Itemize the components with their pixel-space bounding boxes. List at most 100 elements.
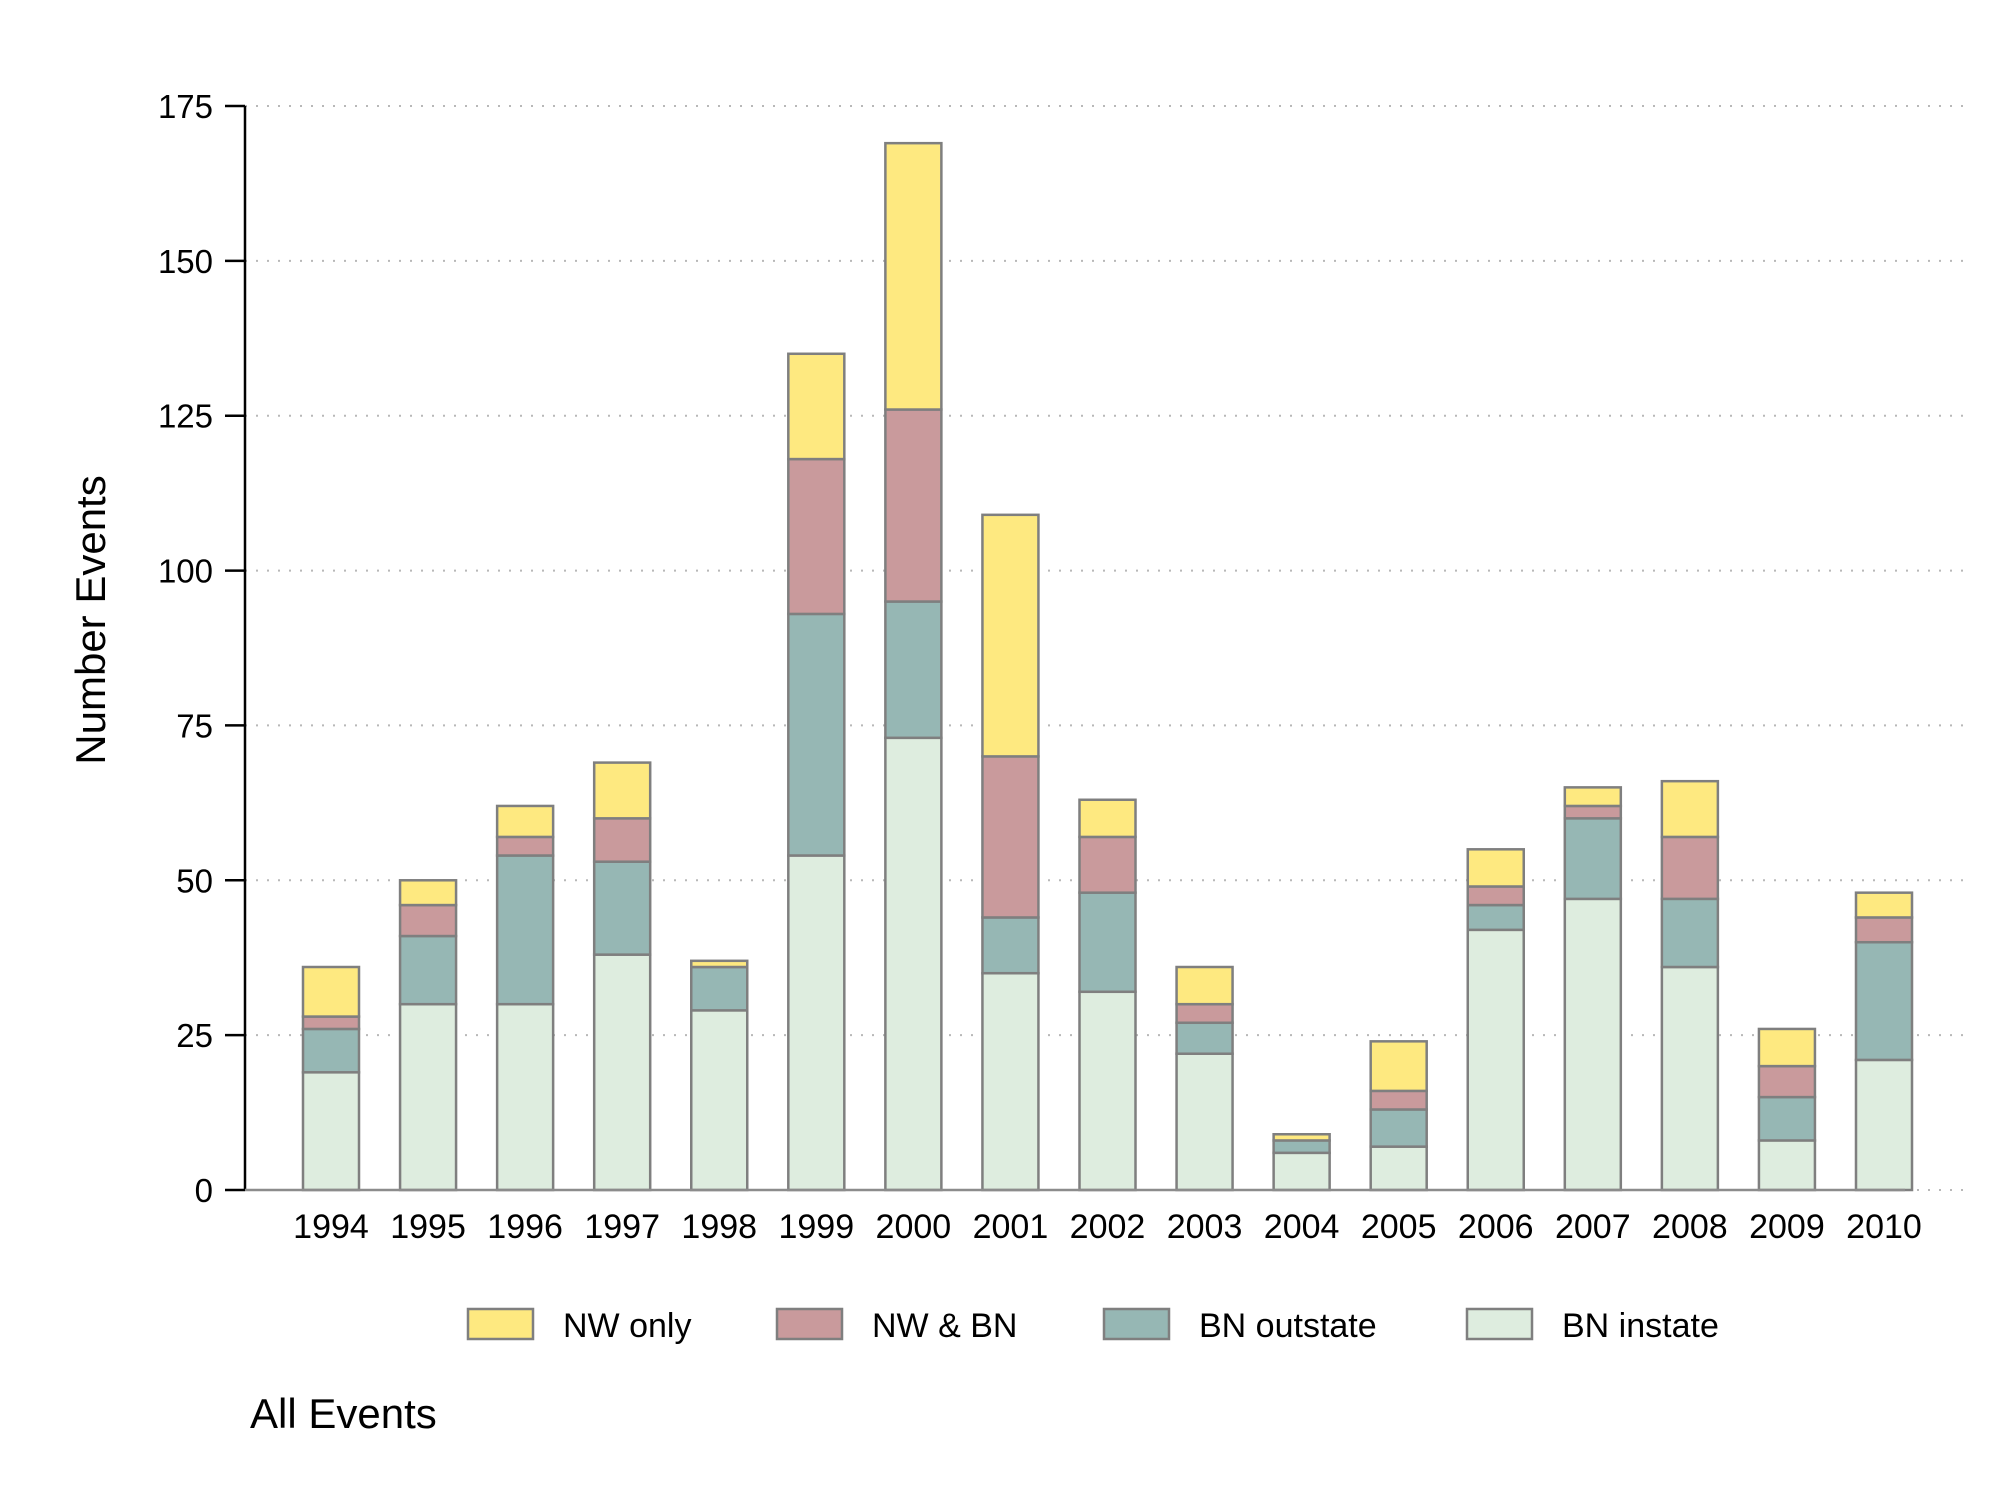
x-tick-labels: 1994 1995 1996 1997 1998 1999 2000 2001 2002 2003… [293, 1208, 1922, 1246]
bar-segment [1660, 779, 1720, 839]
y-tick-label: 75 [176, 707, 213, 744]
x-tick-label: 2003 [1167, 1208, 1243, 1246]
legend-label: BN outstate [1199, 1307, 1377, 1345]
bar-segment [301, 1027, 361, 1074]
bar-segment [1757, 1095, 1817, 1142]
y-axis-label: Number Events [67, 475, 114, 764]
bar-segment [1078, 891, 1137, 994]
bar-segment [1369, 1040, 1428, 1093]
x-tick-label: 2009 [1749, 1208, 1825, 1246]
y-tick-label: 150 [158, 243, 213, 280]
bar-segment [1757, 1027, 1817, 1068]
x-tick-label: 2004 [1264, 1208, 1340, 1246]
bar-segment [1757, 1139, 1817, 1192]
bar-segment [1563, 786, 1623, 808]
bar-segment [1175, 965, 1234, 1006]
bar-segment [1854, 916, 1914, 944]
bar-segment [1175, 1002, 1234, 1025]
bar-segment [1854, 891, 1914, 919]
bar-segment [592, 761, 652, 820]
bar-segment [1369, 1089, 1428, 1111]
bar-segment [1272, 1133, 1331, 1142]
x-tick-label: 2005 [1361, 1208, 1437, 1246]
bar-segment [495, 835, 555, 857]
bar-segment [495, 854, 555, 1006]
bar-segment [495, 804, 555, 839]
x-tick-label: 2002 [1070, 1208, 1146, 1246]
bar-segment [1272, 1151, 1331, 1192]
bar-segment [1466, 903, 1525, 932]
legend: NW only NW & BN BN outstate BN instate [466, 1307, 1719, 1345]
bar-segment [1757, 1064, 1817, 1099]
x-tick-label: 1998 [681, 1208, 757, 1246]
x-tick-label: 1997 [584, 1208, 660, 1246]
bar-segment [1078, 835, 1137, 894]
x-tick-label: 2007 [1555, 1208, 1631, 1246]
y-tick-label: 25 [176, 1017, 213, 1054]
legend-swatch [1465, 1307, 1534, 1341]
bar-segment [1854, 940, 1914, 1062]
y-tick-label: 175 [158, 88, 213, 125]
bar-segment [981, 755, 1040, 919]
bar-segment [981, 513, 1040, 758]
axes [243, 106, 1905, 1192]
bar-segment [1369, 1108, 1428, 1148]
x-tick-label: 2010 [1846, 1208, 1922, 1246]
bar-segment [690, 1009, 749, 1192]
bar-segment [398, 879, 458, 907]
x-tick-label: 1999 [778, 1208, 854, 1246]
bar-segment [398, 1002, 458, 1192]
x-tick-label: 1994 [293, 1208, 369, 1246]
bar-segment [301, 965, 361, 1018]
bar-segment [1466, 848, 1525, 888]
bar-segment [787, 457, 846, 616]
bar-segment [884, 736, 943, 1192]
bar-segment [884, 408, 943, 603]
y-tick-label: 0 [195, 1172, 213, 1209]
bar-segment [1854, 1058, 1914, 1192]
bar-segment [1175, 1021, 1234, 1055]
bar-segment [884, 141, 943, 411]
x-tick-label: 1995 [390, 1208, 466, 1246]
legend-label: BN instate [1562, 1307, 1719, 1345]
y-tick-label: 50 [176, 862, 213, 899]
bar-segment [690, 959, 749, 969]
bar-segment [301, 1015, 361, 1031]
bar-segment [1466, 885, 1525, 907]
chart-note: All Events [250, 1390, 437, 1437]
bar-segment [787, 612, 846, 857]
bar-segment [1563, 817, 1623, 901]
bar-segment [1660, 965, 1720, 1192]
x-tick-label: 2001 [973, 1208, 1049, 1246]
bar-segment [981, 971, 1040, 1192]
legend-swatch [466, 1307, 535, 1341]
bar-segment [1660, 897, 1720, 969]
bar-segment [981, 916, 1040, 975]
x-tick-label: 2006 [1458, 1208, 1534, 1246]
bar-segment [1175, 1052, 1234, 1192]
bar-segment [301, 1071, 361, 1192]
bar-segment [398, 934, 458, 1006]
bar-segment [1078, 798, 1137, 839]
bar-segment [592, 817, 652, 863]
legend-label: NW only [563, 1307, 691, 1345]
bar-segment [592, 860, 652, 956]
bar-segment [1369, 1145, 1428, 1192]
y-tick-label: 100 [158, 553, 213, 590]
bar-segment [787, 854, 846, 1192]
bar-segment [1563, 897, 1623, 1192]
bar-segment [1660, 835, 1720, 901]
y-tick-labels: 0 25 50 75 100 125 150 175 [158, 88, 245, 1209]
bar-segment [787, 352, 846, 461]
bar-segment [1563, 804, 1623, 820]
bar-segment [884, 600, 943, 740]
x-tick-label: 2008 [1652, 1208, 1728, 1246]
bar-segment [398, 903, 458, 938]
x-tick-label: 2000 [876, 1208, 952, 1246]
bar-segment [592, 953, 652, 1192]
bars [301, 141, 1914, 1192]
bar-segment [495, 1002, 555, 1192]
legend-swatch [775, 1307, 844, 1341]
bar-segment [1272, 1139, 1331, 1155]
